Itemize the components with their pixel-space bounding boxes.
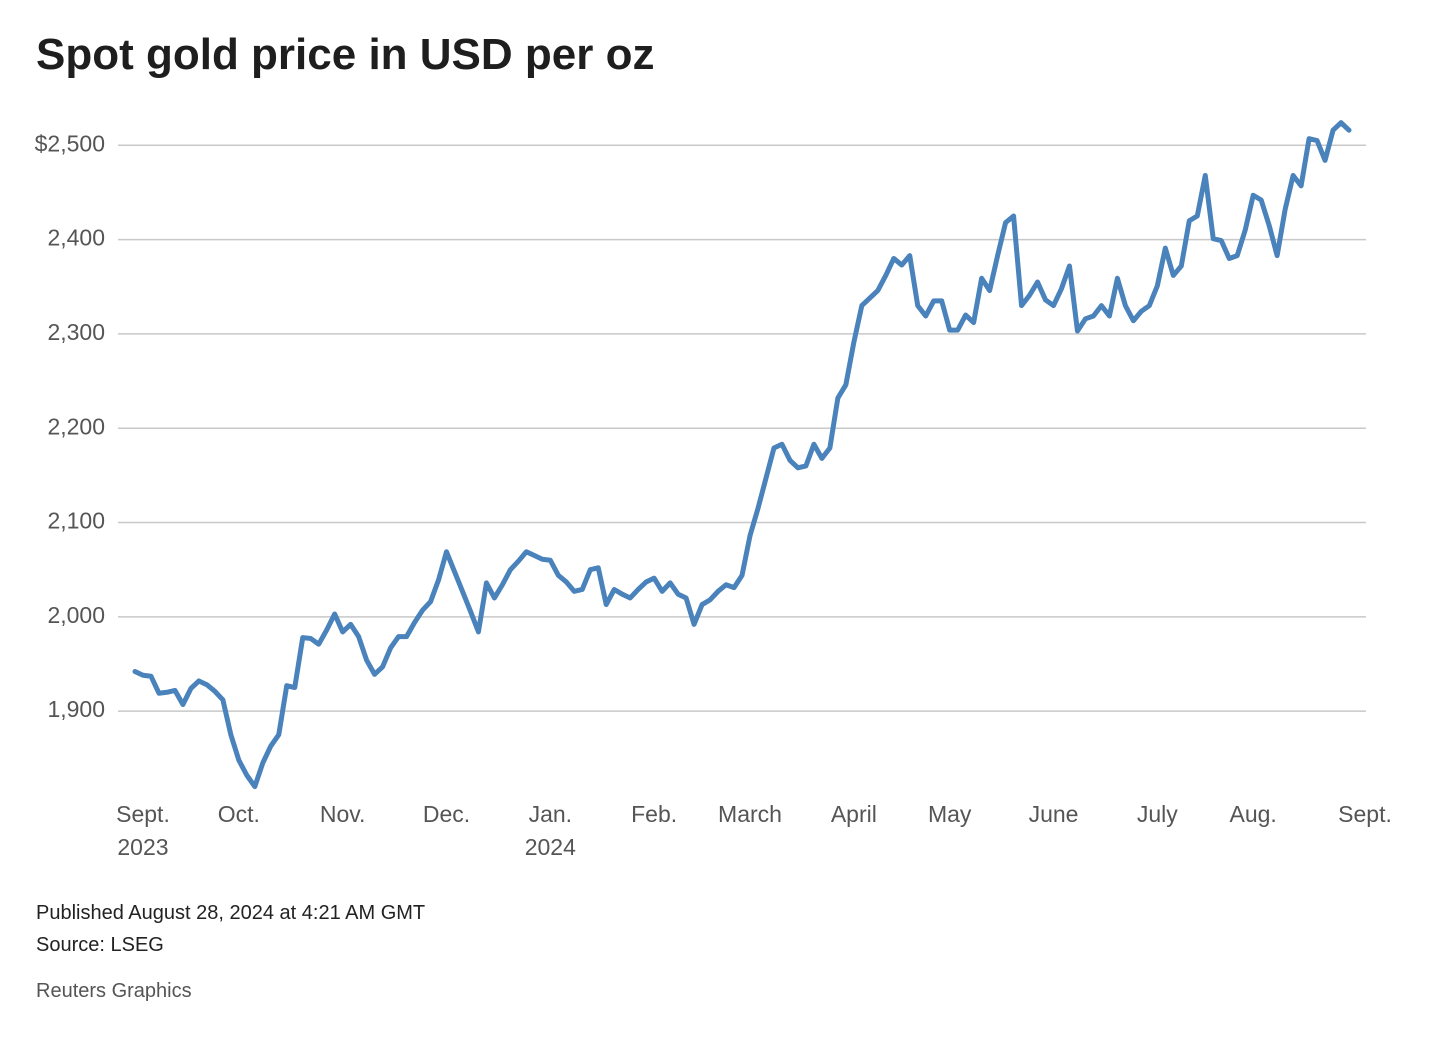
published-note: Published August 28, 2024 at 4:21 AM GMT: [36, 902, 426, 924]
y-tick-label: 1,900: [47, 696, 105, 722]
y-tick-label: 2,200: [47, 413, 105, 439]
x-tick-label: July: [1136, 801, 1178, 827]
y-tick-label: 2,400: [47, 225, 105, 251]
x-tick-label: Sept.: [1338, 801, 1392, 827]
chart-title: Spot gold price in USD per oz: [36, 30, 655, 79]
x-tick-label: March: [718, 801, 782, 827]
y-tick-label: 2,000: [47, 602, 105, 628]
x-tick-label: May: [927, 801, 972, 827]
x-tick-label: Oct.: [217, 801, 260, 827]
price-line: [132, 120, 1352, 790]
x-tick-label: Jan. 2024: [524, 801, 576, 860]
x-tick-label: Nov.: [319, 801, 366, 827]
x-tick-label: Dec.: [422, 801, 471, 827]
x-tick-label: April: [830, 801, 877, 827]
x-tick-label: Aug.: [1229, 801, 1277, 827]
y-tick-label: 2,100: [47, 508, 105, 534]
y-tick-label: 2,300: [47, 319, 105, 345]
y-tick-label: $2,500: [35, 130, 105, 156]
source-note: Source: LSEG: [36, 934, 164, 956]
x-tick-label: June: [1028, 801, 1079, 827]
x-tick-label: Feb.: [631, 801, 678, 827]
x-tick-label: Sept. 2023: [116, 801, 170, 860]
credit: Reuters Graphics: [36, 980, 192, 1002]
